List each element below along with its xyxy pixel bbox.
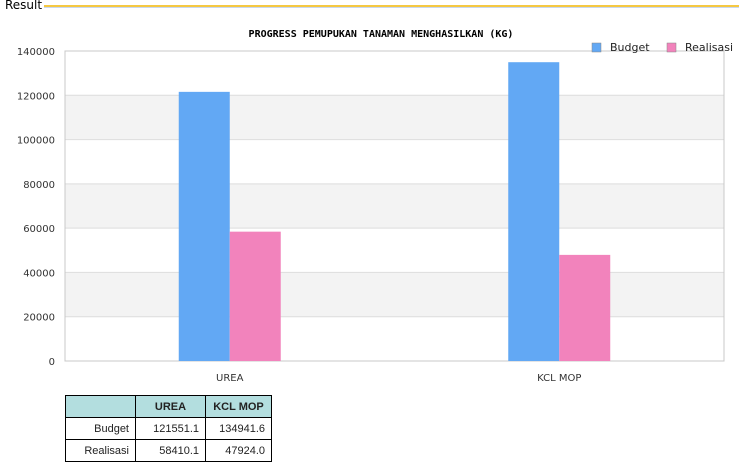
y-tick-label: 40000: [23, 268, 55, 279]
x-category-label: KCL MOP: [537, 373, 581, 384]
cell-realisasi-urea: 58410.1: [135, 439, 206, 462]
chart-title: PROGRESS PEMUPUKAN TANAMAN MENGHASILKAN …: [249, 29, 514, 40]
result-header: Result: [0, 0, 739, 12]
result-label: Result: [5, 0, 45, 12]
table-row: Realisasi 58410.1 47924.0: [65, 439, 272, 462]
bar-budget-urea: [178, 91, 230, 361]
table-row: Budget 121551.1 134941.6: [65, 417, 272, 440]
y-tick-label: 0: [49, 357, 55, 368]
y-tick-label: 140000: [17, 47, 55, 58]
grid-band: [65, 95, 724, 140]
legend-swatch: [666, 42, 677, 53]
data-table: UREA KCL MOP Budget 121551.1 134941.6 Re…: [65, 395, 272, 462]
y-tick-label: 100000: [17, 136, 55, 147]
y-tick-label: 60000: [23, 224, 55, 235]
table-header-kcl-mop: KCL MOP: [205, 395, 272, 418]
table-header-corner: [65, 395, 136, 418]
bar-budget-kcl-mop: [508, 62, 560, 361]
y-tick-label: 80000: [23, 180, 55, 191]
cell-budget-urea: 121551.1: [135, 417, 206, 440]
cell-realisasi-kcl-mop: 47924.0: [205, 439, 272, 462]
bar-chart: 020000400006000080000100000120000140000 …: [17, 29, 733, 384]
table-header-row: UREA KCL MOP: [65, 395, 272, 418]
bars: [178, 62, 611, 361]
grid-band: [65, 183, 724, 229]
legend-label: Budget: [610, 41, 650, 54]
legend-swatch: [591, 42, 602, 53]
legend: Budget Realisasi: [591, 41, 733, 54]
legend-label: Realisasi: [685, 41, 733, 54]
cell-budget-kcl-mop: 134941.6: [205, 417, 272, 440]
x-category-label: UREA: [216, 373, 244, 384]
bar-realisasi-urea: [229, 231, 281, 361]
row-label-budget: Budget: [65, 417, 136, 440]
plot-frame: [64, 50, 725, 362]
row-label-realisasi: Realisasi: [65, 439, 136, 462]
y-tick-label: 20000: [23, 313, 55, 324]
x-axis-labels: UREA KCL MOP: [216, 373, 581, 384]
table-header-urea: UREA: [135, 395, 206, 418]
grid-bands: [65, 95, 724, 317]
y-tick-label: 120000: [17, 91, 55, 102]
y-axis-ticks: 0 20000 40000 60000 80000 100000 120000 140000: [17, 47, 55, 368]
result-divider: [44, 5, 739, 8]
bar-realisasi-kcl-mop: [559, 254, 611, 361]
grid-band: [65, 272, 724, 317]
